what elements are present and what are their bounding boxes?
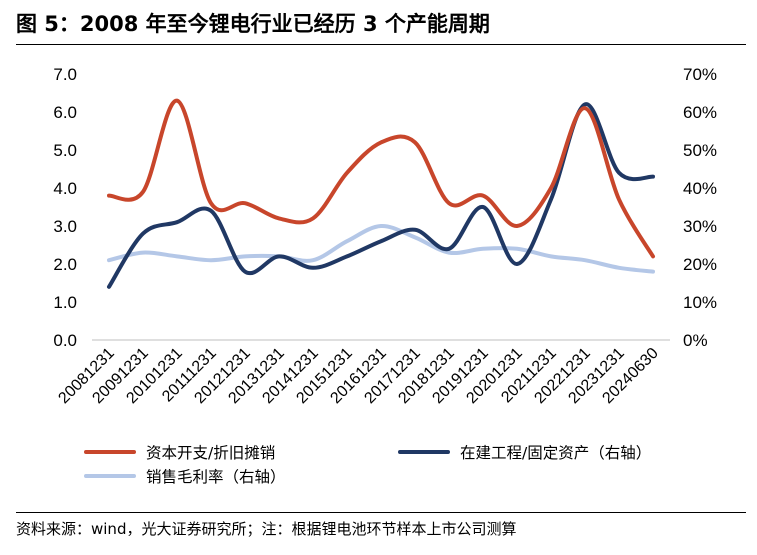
left-tick-label: 2.0 (53, 255, 77, 274)
legend-label: 在建工程/固定资产（右轴） (460, 444, 651, 462)
legend-item-gross-margin: 销售毛利率（右轴） (84, 468, 286, 486)
right-tick-label: 0% (683, 331, 708, 350)
right-tick-label: 20% (683, 255, 717, 274)
right-tick-label: 50% (683, 141, 717, 160)
left-tick-label: 3.0 (53, 217, 77, 236)
series-line-capex-depreciation (107, 98, 655, 259)
left-tick-label: 6.0 (53, 103, 77, 122)
series-line-gross-margin (107, 223, 655, 274)
left-tick-label: 4.0 (53, 179, 77, 198)
source-rule (16, 512, 746, 513)
right-tick-label: 70% (683, 65, 717, 84)
left-tick-label: 0.0 (53, 331, 77, 350)
legend-item-capex-depreciation: 资本开支/折旧摊销 (84, 444, 275, 462)
left-tick-label: 7.0 (53, 65, 77, 84)
right-axis-ticks: 0% 10% 20% 30% 40% 50% 60% 70% (683, 65, 717, 350)
series-lines (107, 98, 655, 289)
title-rule (16, 44, 746, 45)
source-note: 资料来源：wind，光大证券研究所；注：根据锂电池环节样本上市公司测算 (16, 520, 517, 538)
legend-item-construction-assets: 在建工程/固定资产（右轴） (398, 444, 651, 462)
right-tick-label: 60% (683, 103, 717, 122)
chart-title: 图 5：2008 年至今锂电行业已经历 3 个产能周期 (16, 12, 490, 36)
right-tick-label: 40% (683, 179, 717, 198)
legend-label: 资本开支/折旧摊销 (146, 444, 275, 462)
left-tick-label: 1.0 (53, 293, 77, 312)
legend-label: 销售毛利率（右轴） (146, 468, 286, 486)
chart-area: 0.0 1.0 2.0 3.0 4.0 5.0 6.0 7.0 0% 10% 20% 30% 40% 5… (53, 65, 717, 486)
right-tick-label: 30% (683, 217, 717, 236)
legend: 资本开支/折旧摊销 在建工程/固定资产（右轴） 销售毛利率（右轴） (84, 444, 651, 486)
left-tick-label: 5.0 (53, 141, 77, 160)
right-tick-label: 10% (683, 293, 717, 312)
x-axis-ticks: 2008123120091231201012312011123120121231… (55, 345, 661, 407)
left-axis-ticks: 0.0 1.0 2.0 3.0 4.0 5.0 6.0 7.0 (53, 65, 77, 350)
